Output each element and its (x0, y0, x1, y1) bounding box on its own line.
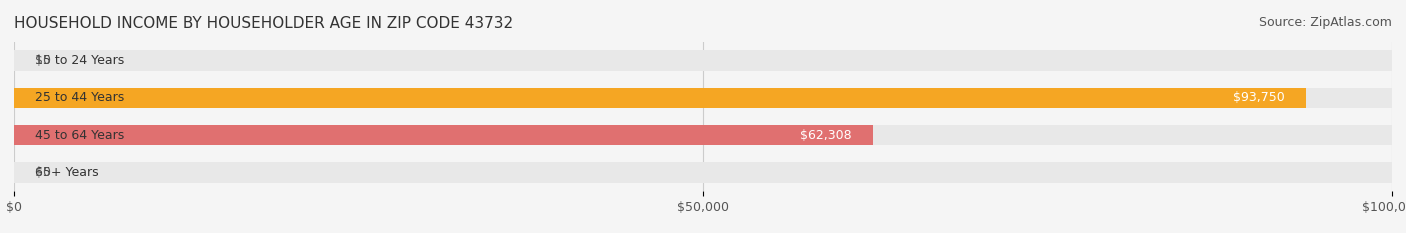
Text: Source: ZipAtlas.com: Source: ZipAtlas.com (1258, 16, 1392, 29)
Bar (14, 50, 1392, 71)
Text: $62,308: $62,308 (800, 129, 852, 142)
Bar (14, 125, 1392, 145)
Text: $93,750: $93,750 (1233, 91, 1285, 104)
Text: $0: $0 (35, 166, 51, 179)
Text: 15 to 24 Years: 15 to 24 Years (35, 54, 124, 67)
Bar (14, 88, 1392, 108)
Text: 45 to 64 Years: 45 to 64 Years (35, 129, 124, 142)
Text: HOUSEHOLD INCOME BY HOUSEHOLDER AGE IN ZIP CODE 43732: HOUSEHOLD INCOME BY HOUSEHOLDER AGE IN Z… (14, 16, 513, 31)
Bar (14, 162, 1392, 183)
Bar (14, 125, 873, 145)
Text: 65+ Years: 65+ Years (35, 166, 98, 179)
Text: 25 to 44 Years: 25 to 44 Years (35, 91, 124, 104)
Text: $0: $0 (35, 54, 51, 67)
Bar (14, 88, 1306, 108)
